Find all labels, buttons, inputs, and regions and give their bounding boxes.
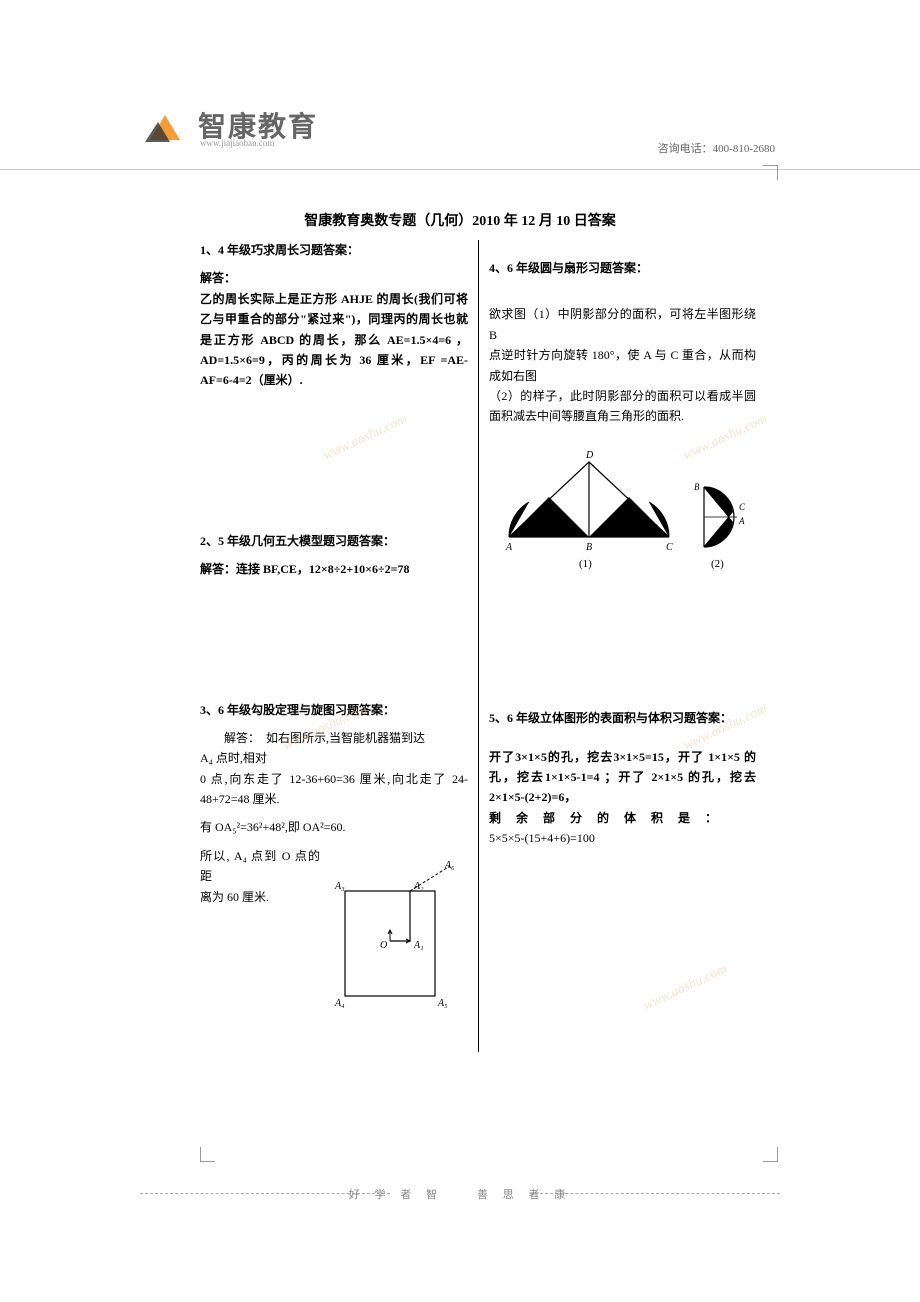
- q1-body: 乙的周长实际上是正方形 AHJE 的周长(我们可将乙与甲重合的部分"紧过来")，…: [200, 289, 468, 391]
- footer-left: 好 学 者 智: [349, 1189, 443, 1201]
- svg-text:(2): (2): [711, 558, 724, 570]
- svg-text:A: A: [738, 516, 745, 526]
- logo-icon: [140, 100, 190, 150]
- question-4: 4、6 年级圆与扇形习题答案： 欲求图（1）中阴影部分的面积，可将左半图形绕 B…: [489, 258, 756, 578]
- q4-heading: 4、6 年级圆与扇形习题答案：: [489, 258, 756, 278]
- q2-text: 连接 BF,CE，12×8÷2+10×6÷2=78: [236, 562, 409, 576]
- question-1: 1、4 年级巧求周长习题答案： 解答： 乙的周长实际上是正方形 AHJE 的周长…: [200, 240, 468, 391]
- left-column: 1、4 年级巧求周长习题答案： 解答： 乙的周长实际上是正方形 AHJE 的周长…: [200, 240, 478, 1052]
- content-area: 1、4 年级巧求周长习题答案： 解答： 乙的周长实际上是正方形 AHJE 的周长…: [200, 240, 760, 1052]
- spacer: [200, 471, 468, 531]
- svg-text:D: D: [585, 450, 594, 461]
- spacer: [200, 660, 468, 700]
- question-5: 5、6 年级立体图形的表面积与体积习题答案： 开了3×1×5的孔，挖去3×1×5…: [489, 708, 756, 848]
- spacer: [200, 411, 468, 471]
- phone-number: 咨询电话：400-810-2680: [658, 140, 775, 156]
- label-A4: A₄: [334, 998, 345, 1009]
- question-2: 2、5 年级几何五大模型题习题答案： 解答：连接 BF,CE，12×8÷2+10…: [200, 531, 468, 580]
- page-header: 智康教育 www.jiajiaoban.com 咨询电话：400-810-268…: [0, 100, 920, 170]
- q4-line: 点逆时针方向旋转 180°，使 A 与 C 重合，从而构成如右图: [489, 345, 756, 386]
- page-footer: 好 学 者 智 善 思 者 康: [140, 1186, 780, 1202]
- q3-line: A₄ 点时,相对: [200, 748, 468, 768]
- logo-subtitle: www.jiajiaoban.com: [200, 138, 274, 148]
- svg-text:B: B: [694, 482, 700, 492]
- q3-line: 解答： 如右图所示,当智能机器猫到达: [200, 728, 468, 748]
- page-title: 智康教育奥数专题（几何）2010 年 12 月 10 日答案: [0, 210, 920, 230]
- q5-heading: 5、6 年级立体图形的表面积与体积习题答案：: [489, 708, 756, 728]
- spacer: [489, 658, 756, 708]
- answer-label: 解答：: [224, 731, 254, 745]
- spacer: [489, 737, 756, 747]
- label-A5: A₅: [437, 998, 448, 1009]
- label-A2: A₂: [413, 881, 424, 892]
- corner-mark: [777, 165, 778, 180]
- q2-heading: 2、5 年级几何五大模型题习题答案：: [200, 531, 468, 551]
- spacer: [200, 600, 468, 660]
- label-A3: A₃: [334, 881, 345, 892]
- q3-line: 有 OA₅²=36²+48²,即 OA²=60.: [200, 817, 468, 837]
- corner-mark: [763, 165, 778, 166]
- svg-text:B: B: [586, 542, 592, 553]
- q4-diagram: A B C D (1) B C: [489, 442, 756, 578]
- q3-line: 所以, A₄ 点到 O 点的距: [200, 846, 320, 887]
- q3-line: 0 点,向东走了 12-36+60=36 厘米,向北走了 24-48+72=48…: [200, 769, 468, 810]
- corner-mark: [200, 1161, 215, 1162]
- answer-label: 解答：: [200, 268, 468, 288]
- q3-bottom: 所以, A₄ 点到 O 点的距 离为 60 厘米. O A₁ A₂: [200, 846, 468, 1032]
- q4-line: 欲求图（1）中阴影部分的面积，可将左半图形绕 B: [489, 304, 756, 345]
- label-O: O: [380, 940, 387, 951]
- q3-t1: 如右图所示,当智能机器猫到达: [266, 731, 425, 745]
- q3-heading: 3、6 年级勾股定理与旋图习题答案：: [200, 700, 468, 720]
- label-A6: A₆: [444, 860, 455, 871]
- answer-label: 解答：: [200, 562, 236, 576]
- fig2: B C A (2): [694, 482, 746, 570]
- q5-line: 5×5×5-(15+4+6)=100: [489, 828, 756, 848]
- q3-diagram: O A₁ A₂ A₃ A₄ A₅ A₆: [320, 856, 460, 1022]
- spacer: [489, 286, 756, 304]
- corner-mark: [200, 1147, 201, 1162]
- svg-text:C: C: [739, 502, 746, 512]
- svg-text:C: C: [666, 542, 673, 553]
- svg-text:(1): (1): [579, 558, 592, 570]
- q1-heading: 1、4 年级巧求周长习题答案：: [200, 240, 468, 260]
- spacer: [489, 240, 756, 258]
- fig1: A B C D (1): [505, 450, 673, 570]
- q4-line: （2）的样子，此时阴影部分的面积可以看成半圆面积减去中间等腰直角三角形的面积.: [489, 386, 756, 427]
- q3-line: 离为 60 厘米.: [200, 887, 320, 907]
- spacer: [489, 598, 756, 658]
- q5-t1: 开了3×1×5的孔，挖去3×1×5=15，开了 1×1×5 的孔，挖去1×1×5…: [489, 750, 756, 805]
- svg-text:A: A: [505, 542, 513, 553]
- label-A1: A₁: [413, 940, 424, 951]
- corner-mark: [777, 1147, 778, 1162]
- q3-text-block: 所以, A₄ 点到 O 点的距 离为 60 厘米.: [200, 846, 320, 1032]
- question-3: 3、6 年级勾股定理与旋图习题答案： 解答： 如右图所示,当智能机器猫到达 A₄…: [200, 700, 468, 1033]
- footer-right: 善 思 者 康: [477, 1189, 571, 1201]
- q2-body: 解答：连接 BF,CE，12×8÷2+10×6÷2=78: [200, 559, 468, 579]
- right-column: 4、6 年级圆与扇形习题答案： 欲求图（1）中阴影部分的面积，可将左半图形绕 B…: [478, 240, 756, 1052]
- q5-line: 开了3×1×5的孔，挖去3×1×5=15，开了 1×1×5 的孔，挖去1×1×5…: [489, 747, 756, 808]
- q5-line: 剩 余 部 分 的 体 积 是 ：: [489, 808, 756, 828]
- corner-mark: [763, 1161, 778, 1162]
